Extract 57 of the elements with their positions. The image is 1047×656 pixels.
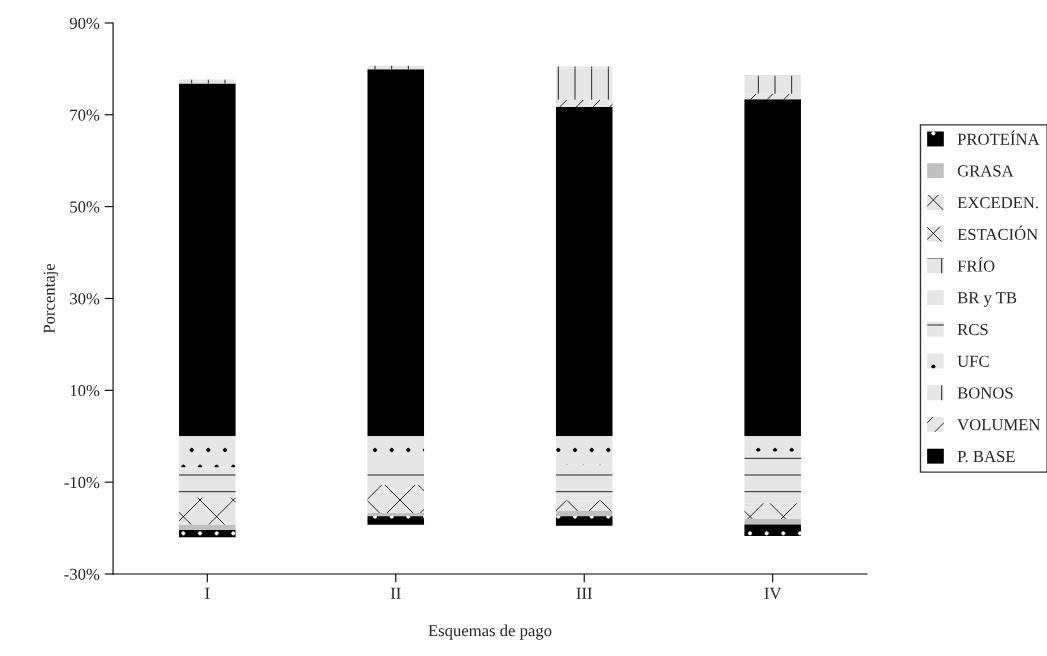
- x-tick-label: II: [390, 587, 401, 599]
- y-tick-label: 70%: [70, 109, 100, 121]
- bar: [179, 502, 236, 525]
- bar: [744, 524, 801, 536]
- bar: [555, 511, 613, 517]
- bar: [179, 529, 236, 538]
- legend-label: VOLUMEN: [957, 419, 1041, 431]
- bar: [555, 495, 613, 501]
- bar: [744, 507, 801, 519]
- bar: [744, 451, 801, 504]
- bar: [179, 436, 236, 468]
- bar: [367, 69, 425, 437]
- bar: [555, 68, 613, 100]
- bar: [744, 99, 801, 437]
- bar: [555, 436, 613, 465]
- legend-label: FRÍO: [957, 257, 995, 272]
- bar: [555, 99, 613, 107]
- y-axis-title: Porcentaje: [43, 263, 59, 334]
- legend-label: BONOS: [957, 387, 1013, 399]
- y-tick-label: -30%: [64, 568, 100, 580]
- legend-label: P. BASE: [957, 450, 1015, 463]
- bar: [367, 488, 425, 513]
- legend-label: UFC: [957, 355, 989, 367]
- legend-label: GRASA: [957, 165, 1014, 177]
- y-tick-label: -10%: [64, 476, 100, 489]
- x-tick-label: III: [576, 587, 592, 599]
- bar: [555, 106, 613, 437]
- legend-label: EXCEDEN.: [957, 197, 1038, 209]
- x-tick-label: IV: [764, 587, 782, 600]
- x-tick-label: I: [205, 587, 210, 599]
- bar: [744, 75, 801, 80]
- bar: [367, 461, 425, 485]
- bar: [367, 484, 425, 489]
- bar: [555, 464, 613, 496]
- y-tick-label: 30%: [70, 293, 100, 305]
- legend-label: BR y TB: [957, 292, 1017, 307]
- bar: [744, 436, 801, 452]
- legend-label: ESTACIÓN: [957, 225, 1038, 240]
- bar: [555, 500, 613, 512]
- legend-label: RCS: [957, 323, 988, 336]
- bar: [555, 516, 613, 526]
- x-axis-title: Esquemas de pago: [428, 624, 552, 640]
- bar: [179, 467, 236, 498]
- y-tick-label: 10%: [70, 385, 100, 397]
- bar: [179, 79, 236, 84]
- bar: [367, 512, 425, 517]
- legend-label: PROTEÍNA: [957, 130, 1040, 145]
- bar: [744, 518, 801, 525]
- bar: [179, 524, 236, 530]
- y-tick-label: 50%: [70, 201, 100, 213]
- bar: [744, 503, 801, 508]
- bar: [179, 83, 236, 437]
- bar: [744, 79, 801, 94]
- y-tick-label: 90%: [69, 17, 100, 29]
- bar: [367, 516, 425, 525]
- bar: [367, 436, 425, 462]
- bar: [744, 93, 801, 100]
